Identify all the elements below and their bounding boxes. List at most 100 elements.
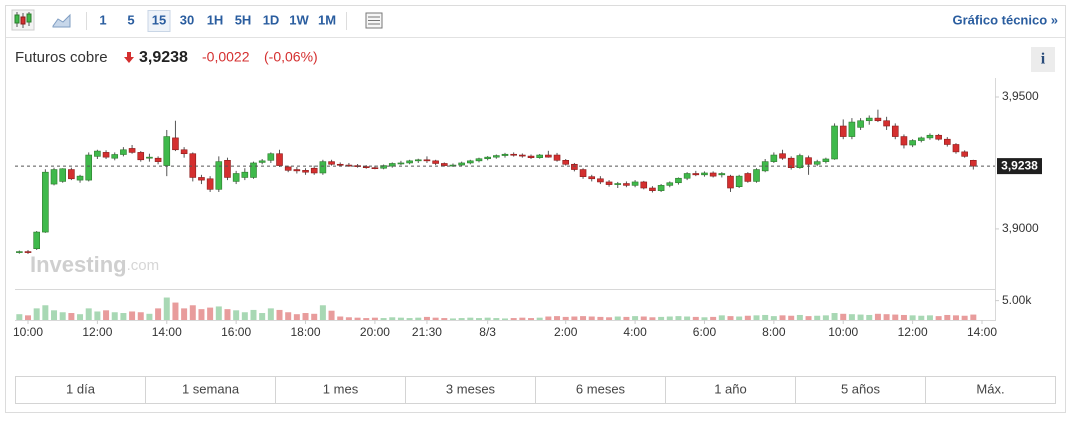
candle-body <box>865 117 873 122</box>
volume-bar <box>519 317 526 320</box>
candle-body <box>215 161 223 190</box>
candle-body <box>33 231 40 249</box>
volume-bar <box>528 318 535 320</box>
volume-bar <box>137 312 144 320</box>
interval-button[interactable]: 30 <box>180 12 194 27</box>
info-label[interactable]: i <box>1041 51 1046 68</box>
candle-body <box>68 169 75 180</box>
volume-bar <box>181 308 188 320</box>
interval-button[interactable]: 1D <box>263 12 280 27</box>
line-icon[interactable] <box>52 13 71 28</box>
volume-bar <box>94 311 101 320</box>
watermark: Investing.com <box>30 252 159 277</box>
candle-body <box>510 153 517 156</box>
candle-body <box>874 117 882 122</box>
candle-body <box>284 166 292 171</box>
candle-body <box>657 185 665 191</box>
technical-chart-link[interactable]: Gráfico técnico » <box>953 12 1058 27</box>
table-icon[interactable] <box>365 12 383 29</box>
x-tick-label: 20:00 <box>360 325 390 339</box>
x-tick-label: 6:00 <box>693 325 717 339</box>
volume-bar <box>371 317 378 320</box>
candle-body <box>562 160 570 165</box>
y-tick-label: 3,9000 <box>1002 221 1039 235</box>
range-button[interactable]: 1 año <box>714 381 747 396</box>
change-percent: (-0,06%) <box>264 49 318 65</box>
candle-body <box>666 182 674 186</box>
candle-body <box>484 156 491 160</box>
interval-button[interactable]: 5H <box>235 12 252 27</box>
candle-body <box>336 163 344 166</box>
volume-bar <box>111 312 118 320</box>
volume-bar <box>857 314 864 320</box>
candle-body <box>16 251 23 253</box>
instrument-name: Futuros cobre <box>15 49 108 66</box>
volume-bar <box>354 317 361 320</box>
volume-bar <box>259 313 266 320</box>
range-button[interactable]: 1 mes <box>323 381 359 396</box>
volume-bar <box>250 309 257 320</box>
volume-bar <box>580 316 587 320</box>
interval-button[interactable]: 15 <box>152 12 166 27</box>
interval-selected[interactable] <box>147 10 171 32</box>
interval-button[interactable]: 1H <box>207 12 224 27</box>
volume-bar <box>146 313 153 320</box>
volume-bar <box>163 297 170 320</box>
range-button[interactable]: 1 día <box>66 381 96 396</box>
range-button[interactable]: 1 semana <box>182 381 240 396</box>
volume-bar <box>25 315 32 320</box>
candle-body <box>345 164 353 167</box>
volume-bar <box>718 315 725 320</box>
interval-button[interactable]: 1W <box>289 12 309 27</box>
volume-bar <box>666 316 673 320</box>
info-button[interactable] <box>1031 47 1055 72</box>
interval-button[interactable]: 1 <box>99 12 106 27</box>
volume-bar <box>779 315 786 320</box>
volume-bar <box>467 317 474 320</box>
volume-bar <box>926 315 933 320</box>
candle-body <box>623 183 630 186</box>
candle-body <box>310 167 318 174</box>
volume-bar <box>16 314 23 320</box>
candle-body <box>857 120 864 128</box>
volume-bar <box>77 314 84 320</box>
volume-bar <box>51 310 58 320</box>
volume-bar <box>614 316 621 320</box>
x-tick-label: 10:00 <box>828 325 858 339</box>
candle-body <box>388 163 396 167</box>
candle-body <box>579 169 587 177</box>
candle-body <box>50 169 58 185</box>
candle-body <box>813 161 821 165</box>
volume-bar <box>233 310 240 320</box>
range-button[interactable]: 3 meses <box>446 381 496 396</box>
volume-bar <box>42 305 49 320</box>
range-button[interactable]: Máx. <box>976 381 1004 396</box>
range-button[interactable]: 5 años <box>841 381 881 396</box>
volume-bar <box>198 309 205 320</box>
candle-body <box>900 136 908 146</box>
volume-bar <box>632 316 639 320</box>
interval-button[interactable]: 5 <box>127 12 134 27</box>
candle-body <box>94 150 101 157</box>
volume-bar <box>302 313 309 320</box>
volume-bar <box>684 316 691 320</box>
interval-button[interactable]: 1M <box>318 12 336 27</box>
y-tick-label: 3,9500 <box>1002 89 1039 103</box>
candle-body <box>683 173 691 179</box>
candle-body <box>102 152 110 158</box>
range-button[interactable]: 6 meses <box>576 381 626 396</box>
candle-body <box>423 159 431 162</box>
volume-bar <box>215 306 222 320</box>
volume-bar <box>285 312 292 320</box>
candle-body <box>883 120 890 127</box>
candle-body <box>917 137 925 141</box>
volume-bar <box>59 312 66 320</box>
candle-body <box>76 175 84 181</box>
volume-bar <box>892 314 899 320</box>
volume-bar <box>944 314 951 320</box>
candle-icon[interactable] <box>11 9 35 31</box>
candle-body <box>475 158 483 162</box>
volume-bar <box>866 314 873 320</box>
volume-bar <box>536 317 543 320</box>
